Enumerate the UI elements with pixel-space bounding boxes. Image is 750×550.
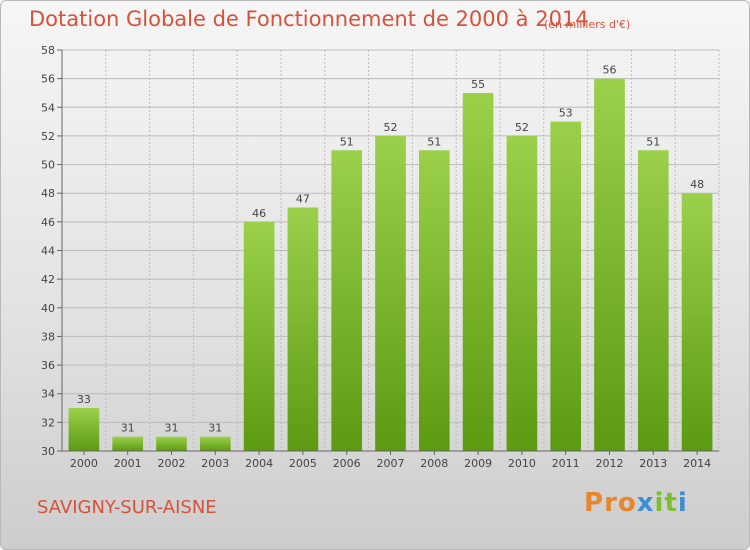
data-label-2010: 52 bbox=[515, 121, 529, 134]
data-label-2004: 46 bbox=[252, 207, 266, 220]
bar-2004 bbox=[243, 221, 275, 451]
y-tick-label-46: 46 bbox=[41, 216, 55, 229]
x-tick-label-2009: 2009 bbox=[464, 457, 492, 470]
x-tick-label-2005: 2005 bbox=[289, 457, 317, 470]
x-tick-label-2011: 2011 bbox=[552, 457, 580, 470]
data-label-2012: 56 bbox=[603, 64, 617, 77]
bar-2002 bbox=[156, 436, 187, 451]
x-tick-label-2003: 2003 bbox=[201, 457, 229, 470]
x-tick-label-2002: 2002 bbox=[158, 457, 186, 470]
data-label-2013: 51 bbox=[646, 135, 660, 148]
y-tick-label-30: 30 bbox=[41, 445, 55, 458]
data-label-2014: 48 bbox=[690, 178, 704, 191]
x-tick-label-2012: 2012 bbox=[596, 457, 624, 470]
logo-letter: o bbox=[617, 488, 637, 518]
unit-label: (en milliers d'€) bbox=[544, 18, 631, 31]
bar-2008 bbox=[418, 150, 450, 451]
x-tick-label-2010: 2010 bbox=[508, 457, 536, 470]
y-tick-label-48: 48 bbox=[41, 187, 55, 200]
axes: 30 32 34 36 38 40 42 44 46 48 50 52 54 56 58 2000 2001 20… bbox=[41, 44, 719, 470]
logo-letter: i bbox=[654, 488, 665, 518]
logo-letter: t bbox=[664, 488, 678, 518]
bar-2009 bbox=[462, 92, 494, 451]
y-tick-label-52: 52 bbox=[41, 130, 55, 143]
data-label-2003: 31 bbox=[208, 422, 222, 435]
x-tick-label-2013: 2013 bbox=[639, 457, 667, 470]
bar-2010 bbox=[506, 135, 538, 451]
bar-2013 bbox=[637, 150, 669, 451]
y-tick-label-36: 36 bbox=[41, 359, 55, 372]
bar-2006 bbox=[331, 150, 363, 451]
y-tick-label-38: 38 bbox=[41, 330, 55, 343]
bar-2011 bbox=[550, 121, 582, 451]
bar-2014 bbox=[681, 193, 713, 451]
data-label-2007: 52 bbox=[384, 121, 398, 134]
x-tick-label-2006: 2006 bbox=[333, 457, 361, 470]
bars: 33 31 31 31 46 47 51 52 51 55 52 53 56 51 48 bbox=[68, 64, 713, 452]
x-tick-label-2014: 2014 bbox=[683, 457, 711, 470]
data-label-2011: 53 bbox=[559, 107, 573, 120]
y-tick-label-50: 50 bbox=[41, 159, 55, 172]
bar-2007 bbox=[375, 135, 406, 451]
logo-letter: P bbox=[584, 488, 605, 518]
logo-letter: i bbox=[677, 488, 688, 518]
bar-2012 bbox=[594, 78, 625, 452]
logo-letter: r bbox=[604, 488, 618, 518]
bar-2005 bbox=[287, 207, 319, 451]
y-tick-label-44: 44 bbox=[41, 245, 55, 258]
y-tick-label-40: 40 bbox=[41, 302, 55, 315]
y-tick-label-34: 34 bbox=[41, 388, 55, 401]
proxiti-logo[interactable]: Proxiti bbox=[584, 488, 688, 518]
data-label-2001: 31 bbox=[121, 422, 135, 435]
chart-title: Dotation Globale de Fonctionnement de 20… bbox=[29, 7, 589, 31]
bar-2001 bbox=[112, 436, 144, 451]
y-tick-label-54: 54 bbox=[41, 101, 55, 114]
data-label-2002: 31 bbox=[165, 422, 179, 435]
data-label-2009: 55 bbox=[471, 78, 485, 91]
y-tick-label-32: 32 bbox=[41, 416, 55, 429]
x-tick-label-2007: 2007 bbox=[377, 457, 405, 470]
data-label-2000: 33 bbox=[77, 393, 91, 406]
x-tick-label-2001: 2001 bbox=[114, 457, 142, 470]
logo-letter: x bbox=[636, 488, 655, 518]
commune-name: SAVIGNY-SUR-AISNE bbox=[37, 497, 217, 518]
x-tick-label-2000: 2000 bbox=[70, 457, 98, 470]
data-label-2006: 51 bbox=[340, 135, 354, 148]
data-label-2008: 51 bbox=[427, 135, 441, 148]
data-label-2005: 47 bbox=[296, 193, 310, 206]
y-tick-label-58: 58 bbox=[41, 44, 55, 57]
y-tick-label-42: 42 bbox=[41, 273, 55, 286]
x-tick-label-2004: 2004 bbox=[245, 457, 273, 470]
bar-2003 bbox=[199, 436, 231, 451]
y-tick-label-56: 56 bbox=[41, 73, 55, 86]
bar-2000 bbox=[68, 408, 100, 451]
x-tick-label-2008: 2008 bbox=[420, 457, 448, 470]
